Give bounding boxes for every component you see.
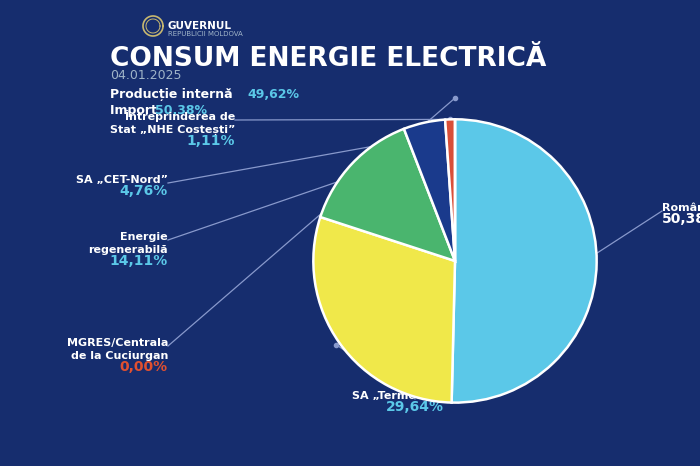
Text: Întreprinderea de: Întreprinderea de [125, 110, 235, 122]
Text: 50,38%: 50,38% [662, 212, 700, 226]
Text: REPUBLICII MOLDOVA: REPUBLICII MOLDOVA [168, 31, 243, 37]
Text: 4,76%: 4,76% [120, 184, 168, 198]
Text: CONSUM ENERGIE ELECTRICĂ: CONSUM ENERGIE ELECTRICĂ [110, 46, 547, 72]
Wedge shape [404, 120, 455, 261]
Wedge shape [452, 119, 596, 403]
Wedge shape [321, 129, 455, 261]
Text: Producție internă: Producție internă [110, 88, 237, 101]
Text: regenerabilă: regenerabilă [88, 245, 168, 255]
Text: SA „CET-Nord”: SA „CET-Nord” [76, 175, 168, 185]
Text: Stat „NHE Costești”: Stat „NHE Costești” [110, 125, 235, 135]
Text: de la Cuciurgan: de la Cuciurgan [71, 351, 168, 361]
Text: 29,64%: 29,64% [386, 400, 444, 414]
Text: GUVERNUL: GUVERNUL [168, 21, 232, 31]
Text: 04.01.2025: 04.01.2025 [110, 69, 181, 82]
Text: Energie: Energie [120, 232, 168, 242]
Text: România: România [662, 203, 700, 213]
Text: SA „Termoelectrica”: SA „Termoelectrica” [352, 391, 477, 401]
Text: 0,00%: 0,00% [120, 360, 168, 374]
Text: MGRES/Centrala: MGRES/Centrala [66, 338, 168, 348]
Text: 49,62%: 49,62% [247, 88, 299, 101]
Text: 50,38%: 50,38% [155, 104, 207, 117]
Wedge shape [445, 119, 455, 261]
Text: 1,11%: 1,11% [186, 134, 235, 148]
Text: 14,11%: 14,11% [110, 254, 168, 268]
Text: Import: Import [110, 104, 161, 117]
Wedge shape [314, 217, 455, 403]
